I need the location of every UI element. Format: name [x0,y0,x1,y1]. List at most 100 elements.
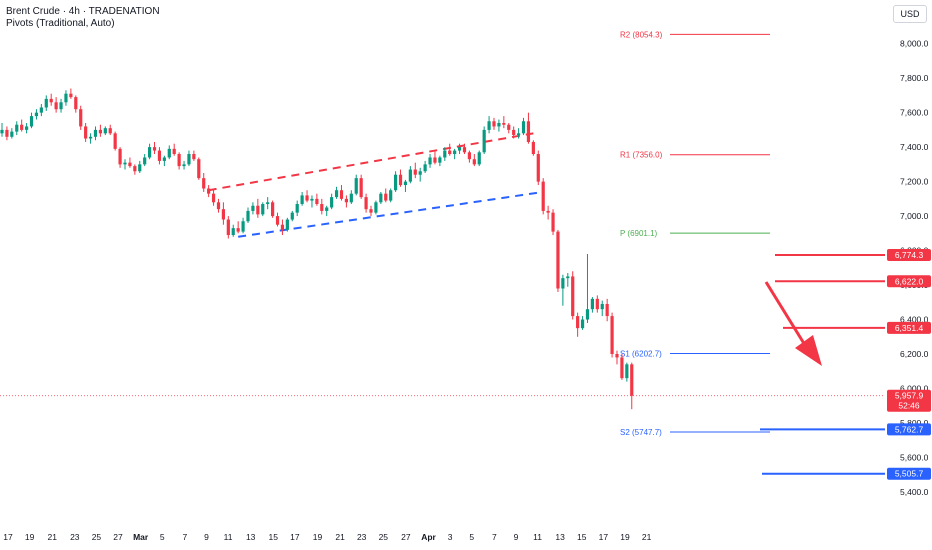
candle-body [448,150,452,155]
candle-body [236,228,240,232]
candle-body [492,121,496,127]
candle-body [605,304,609,317]
candle-body [339,190,344,199]
candle-body [315,198,319,205]
levels-layer: 6,774.3 6,622.0 6,351.4 5,762.7 5,505.7 5,957… [760,249,931,480]
x-tick-label: 5 [469,532,474,542]
x-tick-label: 21 [642,532,652,542]
candle-body [123,162,127,165]
candle-body [344,198,348,203]
candle-body [418,171,422,175]
candle-body [152,147,157,151]
candle-body [79,109,83,127]
candle-body [34,112,39,117]
x-tick-label: 21 [47,532,57,542]
candle-body [305,195,309,201]
candle-body [467,152,471,160]
candle-body [531,141,535,155]
candle-body [472,159,476,165]
y-tick-label: 5,600.0 [900,452,929,462]
candle-body [374,202,378,213]
level-price-1: 6,622.0 [895,276,924,286]
candle-body [507,124,511,130]
level-price-0: 6,774.3 [895,250,924,260]
x-tick-label: 19 [313,532,323,542]
y-tick-label: 5,800.0 [900,418,929,428]
candle-body [172,148,176,155]
y-tick-label: 6,200.0 [900,349,929,359]
candle-body [349,193,353,203]
candle-body [221,209,225,220]
arrow-head [795,335,822,366]
candle-body [600,304,604,310]
symbol-title[interactable]: Brent Crude · 4h · TRADENATION [6,6,160,17]
y-tick-label: 7,600.0 [900,108,929,118]
x-tick-label: 19 [620,532,630,542]
candle-body [408,169,412,182]
level-price-3: 5,762.7 [895,424,924,434]
y-axis[interactable]: 8,000.0 7,800.0 7,600.0 7,400.0 7,200.0 7,000… [760,0,932,550]
x-tick-label: 19 [25,532,35,542]
y-axis-background [886,0,932,550]
candle-body [241,221,245,232]
candle-body [453,150,457,155]
candle-body [502,122,506,125]
y-tick-label: 5,400.0 [900,487,929,497]
candle-body [443,150,447,158]
arrow-down-icon [764,281,822,366]
candle-body [536,154,540,182]
candle-body [295,204,299,213]
x-tick-label: 25 [379,532,389,542]
x-tick-label: 9 [514,532,519,542]
level-badge-1 [887,275,931,288]
x-tick-label: 25 [92,532,102,542]
candle-body [10,131,14,137]
y-tick-label: 6,400.0 [900,315,929,325]
candle-body [25,126,29,130]
candle-body [275,216,280,225]
candle-body [620,357,624,379]
x-tick-label: 23 [357,532,367,542]
currency-button[interactable]: USD [893,5,927,23]
x-tick-label: 17 [290,532,300,542]
candle-body [457,147,462,151]
candle-body [118,148,122,165]
candle-body [271,202,275,217]
candle-body [300,195,304,205]
x-tick-label: 5 [160,532,165,542]
indicator-label[interactable]: Pivots (Traditional, Auto) [6,18,115,29]
candle-body [576,316,580,329]
x-tick-label: 7 [182,532,187,542]
candle-body [290,212,294,220]
candle-body [285,219,289,230]
candle-body [521,121,526,134]
x-tick-label: 9 [204,532,209,542]
candle-body [526,121,531,142]
x-tick-label: 21 [335,532,345,542]
candle-body [5,129,9,137]
level-badge-2 [887,321,931,334]
candle-body [487,121,491,130]
x-tick-label: 11 [533,532,542,542]
x-tick-label: 3 [448,532,453,542]
pivot-layer: R2 (8054.3) R1 (7356.0) P (6901.1) S1 (6202… [0,30,885,437]
x-tick-label: 15 [269,532,279,542]
x-axis[interactable]: 17 19 21 23 25 27 Mar 5 7 9 11 13 15 17 19 21 23 25 27 Apr 3… [3,532,651,542]
candle-body [310,198,314,201]
candle-body [379,193,383,203]
countdown-text: 52:46 [898,401,920,411]
pivot-label-1: R1 (7356.0) [620,151,663,160]
candle-body [64,93,68,103]
candle-body [595,298,599,310]
candle-body [398,174,403,186]
level-price-2: 6,351.4 [895,323,924,333]
candle-body [187,154,191,165]
candle-body [580,319,585,329]
x-tick-label: 27 [401,532,411,542]
candle-body [325,207,329,211]
candle-body [226,219,230,236]
trendline-layer [208,132,544,238]
arrow-shaft [764,281,810,351]
x-tick-label: 17 [599,532,609,542]
